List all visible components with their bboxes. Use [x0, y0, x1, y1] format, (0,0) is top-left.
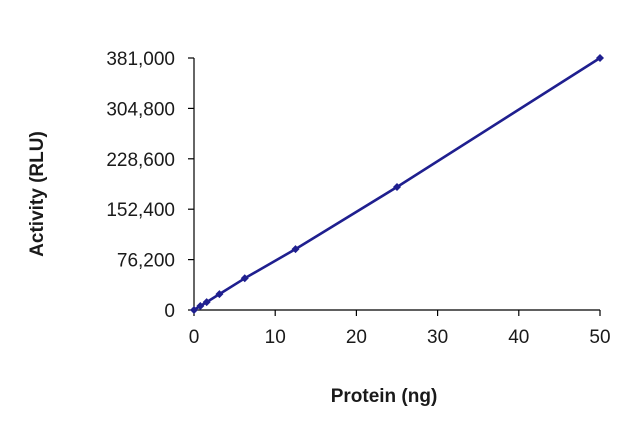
data-point [215, 290, 224, 299]
y-tick-label: 304,800 [106, 99, 175, 120]
data-point [202, 298, 211, 307]
y-tick-label: 76,200 [117, 251, 175, 272]
data-point [190, 306, 198, 314]
x-tick-label: 50 [589, 327, 610, 348]
data-point [393, 182, 401, 191]
data-point [291, 245, 300, 254]
tick-marks [188, 57, 601, 316]
y-tick-label: 0 [164, 301, 175, 322]
x-tick-label: 0 [189, 327, 200, 348]
x-tick-label: 10 [265, 327, 286, 348]
x-tick-label: 20 [346, 327, 367, 348]
y-tick-label: 228,600 [106, 150, 175, 171]
y-axis-title: Activity (RLU) [27, 131, 48, 257]
series-layer [190, 54, 604, 314]
y-tick-labels: 0 76,200 152,400 228,600 304,800 381,000 [106, 49, 175, 322]
data-point [240, 274, 249, 283]
x-tick-label: 40 [508, 327, 529, 348]
data-point [596, 54, 604, 62]
data-point [196, 302, 205, 311]
x-tick-label: 30 [427, 327, 448, 348]
x-tick-labels: 0 10 20 30 40 50 [189, 327, 611, 348]
x-axis-title: Protein (ng) [331, 386, 438, 407]
y-tick-label: 381,000 [106, 49, 175, 70]
y-tick-label: 152,400 [106, 200, 175, 221]
